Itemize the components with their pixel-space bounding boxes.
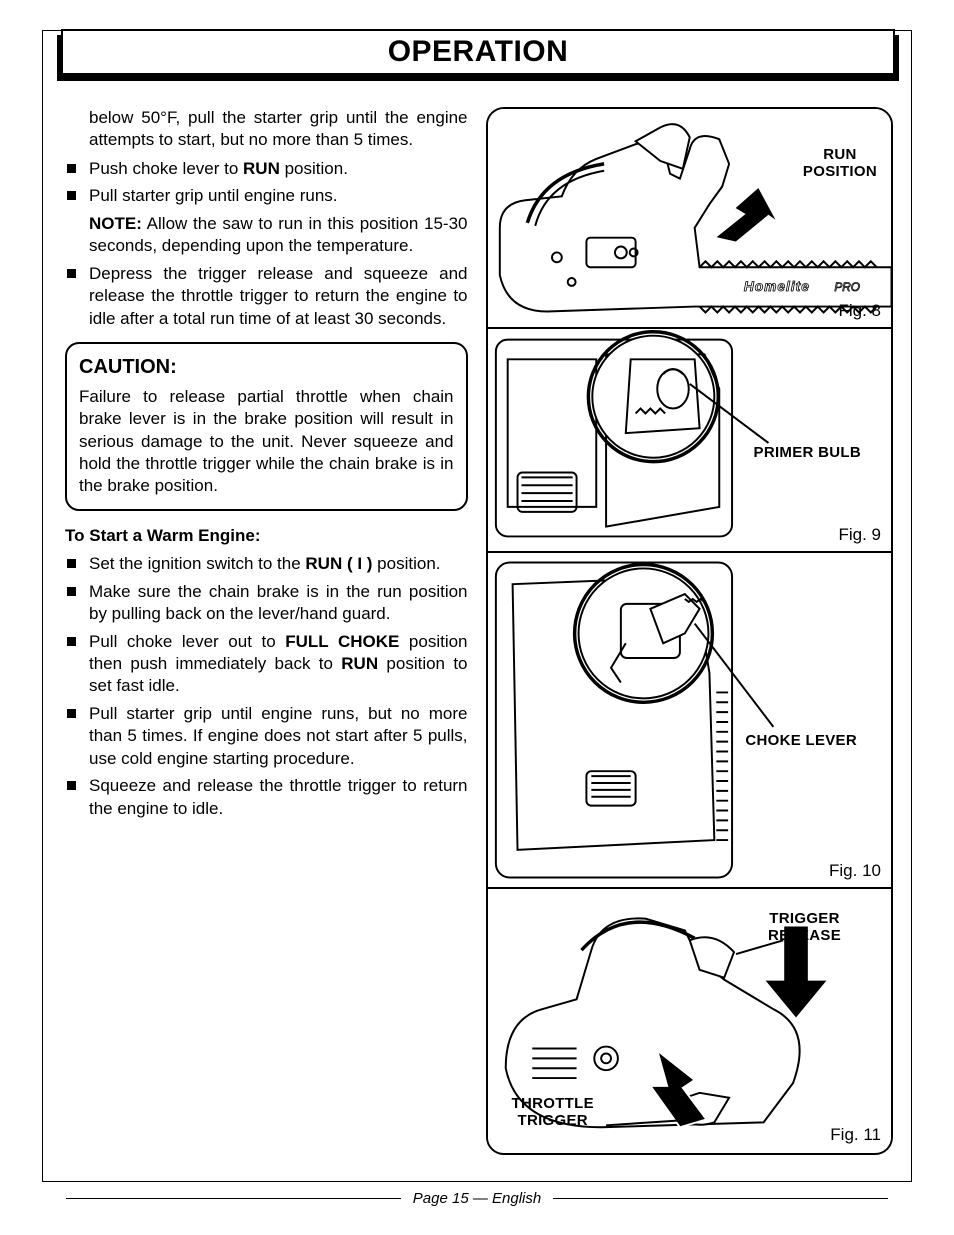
note-block: NOTE: Allow the saw to run in this posit…	[65, 213, 468, 258]
text-column: below 50°F, pull the starter grip until …	[65, 107, 468, 1155]
figure-8: Homelite PRO RUN POSITION Fig. 8	[488, 109, 891, 329]
brand-homelite: Homelite	[743, 279, 809, 294]
title-box: OPERATION	[61, 29, 895, 75]
figure-caption: Fig. 8	[838, 301, 881, 321]
text: position.	[372, 554, 440, 573]
text: position.	[280, 159, 348, 178]
text: Pull choke lever out to	[89, 632, 285, 651]
text: Depress the trigger release and squeeze …	[89, 264, 468, 328]
steps-list-1: Push choke lever to RUN position. Pull s…	[65, 158, 468, 208]
footer-rule	[66, 1198, 401, 1199]
list-item: Pull starter grip until engine runs, but…	[65, 703, 468, 770]
bold: RUN	[341, 654, 378, 673]
list-item: Set the ignition switch to the RUN ( I )…	[65, 553, 468, 575]
figure-caption: Fig. 9	[838, 525, 881, 545]
callout-choke-lever: CHOKE LEVER	[745, 733, 857, 750]
text: Pull starter grip until engine runs, but…	[89, 704, 468, 768]
list-item: Squeeze and release the throttle trigger…	[65, 775, 468, 820]
list-item: Push choke lever to RUN position.	[65, 158, 468, 180]
text: Squeeze and release the throttle trigger…	[89, 776, 468, 817]
brand-pro: PRO	[834, 280, 860, 294]
list-item: Pull starter grip until engine runs.	[65, 185, 468, 207]
text: Make sure the chain brake is in the run …	[89, 582, 468, 623]
list-item: Depress the trigger release and squeeze …	[65, 263, 468, 330]
caution-title: CAUTION:	[79, 354, 454, 380]
text: Push choke lever to	[89, 159, 243, 178]
page-title: OPERATION	[388, 35, 569, 69]
footer-rule	[553, 1198, 888, 1199]
bold: FULL CHOKE	[285, 632, 399, 651]
list-item: Pull choke lever out to FULL CHOKE posit…	[65, 631, 468, 698]
choke-lever-diagram	[488, 553, 891, 887]
note-label: NOTE:	[89, 214, 142, 233]
intro-paragraph: below 50°F, pull the starter grip until …	[65, 107, 468, 152]
text: Pull starter grip until engine runs.	[89, 186, 338, 205]
bold: RUN ( I )	[305, 554, 372, 573]
page-footer: Page 15 — English	[0, 1190, 954, 1207]
page-number: Page 15 — English	[413, 1190, 541, 1207]
text: Set the ignition switch to the	[89, 554, 305, 573]
callout-primer-bulb: PRIMER BULB	[754, 445, 861, 462]
steps-list-2: Set the ignition switch to the RUN ( I )…	[65, 553, 468, 820]
figure-column: Homelite PRO RUN POSITION Fig. 8	[486, 107, 893, 1155]
caution-box: CAUTION: Failure to release partial thro…	[65, 342, 468, 511]
figure-9: PRIMER BULB Fig. 9	[488, 329, 891, 553]
list-item: Make sure the chain brake is in the run …	[65, 581, 468, 626]
figure-11: TRIGGER RELEASE THROTTLE TRIGGER Fig. 11	[488, 889, 891, 1151]
warm-engine-heading: To Start a Warm Engine:	[65, 525, 468, 547]
two-column-content: below 50°F, pull the starter grip until …	[43, 89, 911, 1155]
callout-throttle-trigger: THROTTLE TRIGGER	[512, 1096, 594, 1129]
figure-caption: Fig. 10	[829, 861, 881, 881]
page-frame: OPERATION below 50°F, pull the starter g…	[42, 30, 912, 1182]
note-text: Allow the saw to run in this position 15…	[89, 214, 468, 255]
primer-bulb-diagram	[488, 329, 891, 551]
callout-trigger-release: TRIGGER RELEASE	[768, 911, 841, 944]
bold: RUN	[243, 159, 280, 178]
steps-list-1b: Depress the trigger release and squeeze …	[65, 263, 468, 330]
caution-body: Failure to release partial throttle when…	[79, 386, 454, 496]
figure-caption: Fig. 11	[830, 1125, 881, 1145]
figure-panel: Homelite PRO RUN POSITION Fig. 8	[486, 107, 893, 1155]
figure-10: CHOKE LEVER Fig. 10	[488, 553, 891, 889]
callout-run-position: RUN POSITION	[803, 147, 877, 180]
title-banner: OPERATION	[43, 29, 911, 89]
chainsaw-run-position-diagram: Homelite PRO	[488, 109, 891, 327]
